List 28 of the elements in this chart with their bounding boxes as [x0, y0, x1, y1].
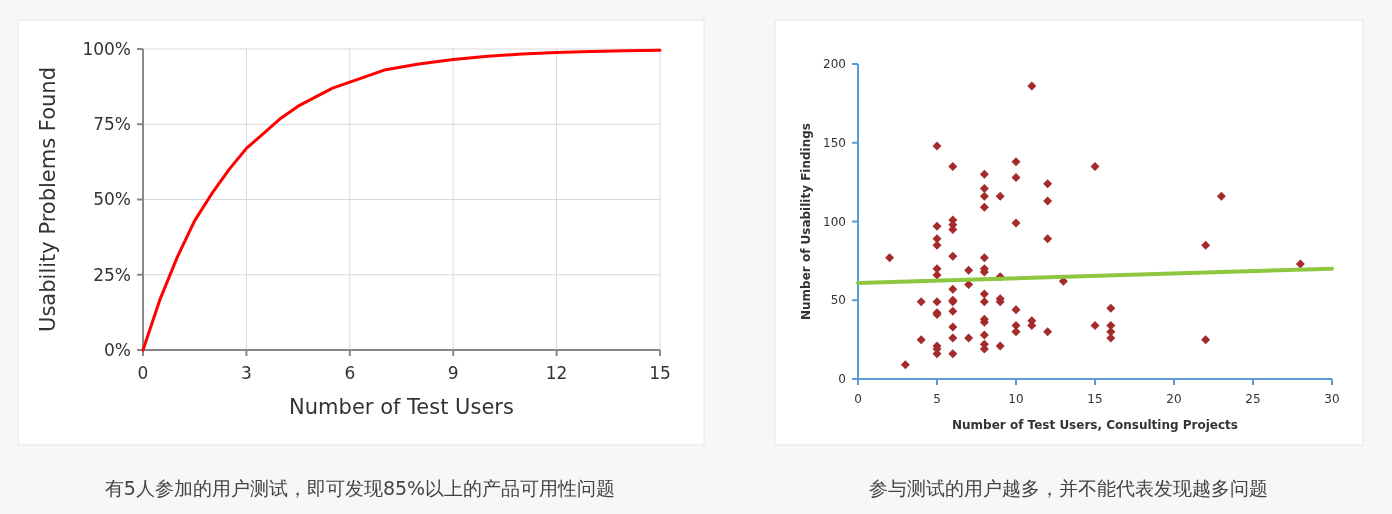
y-tick-label: 200 — [823, 57, 846, 72]
x-tick-label: 3 — [240, 363, 252, 383]
y-axis-title: Number of Usability Findings — [799, 122, 813, 321]
x-tick-label: 9 — [447, 363, 459, 383]
text: 参与测试的用户越多，并不能代表发现越多问题 — [868, 477, 1268, 499]
x-tick-label: 10 — [1008, 392, 1024, 406]
x-tick-label: 6 — [344, 363, 356, 383]
x-tick-label: 15 — [1087, 392, 1103, 406]
x-tick-label: 15 — [649, 363, 671, 383]
x-tick-label: 25 — [1245, 392, 1261, 406]
x-tick-label: 0 — [137, 363, 149, 383]
y-axis-title: Usability Problems Found — [36, 67, 60, 332]
x-tick-label: 5 — [933, 392, 941, 406]
y-tick-label: 100% — [82, 38, 131, 59]
x-tick-label: 12 — [545, 363, 568, 383]
y-tick-label: 150 — [823, 135, 846, 150]
y-tick-label: 75% — [93, 114, 131, 135]
y-tick-label: 25% — [93, 264, 131, 285]
y-tick-label: 100 — [823, 214, 846, 229]
x-axis-title: Number of Test Users — [289, 395, 514, 419]
text: 有5人参加的用户测试，即可发现85%以上的产品可用性问题 — [104, 477, 616, 499]
x-tick-label: 0 — [854, 392, 862, 406]
x-tick-label: 30 — [1324, 392, 1340, 406]
x-axis-title: Number of Test Users, Consulting Projects — [952, 418, 1238, 432]
y-tick-label: 0% — [104, 339, 131, 360]
x-tick-label: 20 — [1166, 392, 1182, 406]
y-tick-label: 50% — [93, 189, 131, 210]
y-tick-label: 50 — [830, 293, 846, 308]
